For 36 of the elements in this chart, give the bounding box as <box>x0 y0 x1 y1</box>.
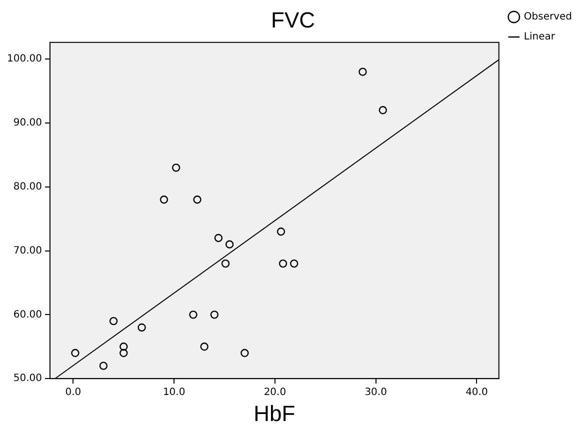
x-tick-label: 20.0 <box>264 387 286 398</box>
legend-label: Observed <box>524 12 572 23</box>
point <box>358 68 367 76</box>
point <box>99 362 108 370</box>
point <box>276 227 286 236</box>
x-axis-title: HbF <box>254 400 296 426</box>
point <box>278 259 288 268</box>
point <box>160 196 168 204</box>
x-tick-label: 30.0 <box>364 387 387 398</box>
point <box>210 310 219 319</box>
point <box>120 348 128 358</box>
point <box>200 342 208 351</box>
point <box>225 240 234 248</box>
point <box>214 234 223 242</box>
point <box>378 106 387 114</box>
point <box>193 196 202 204</box>
point <box>290 259 298 268</box>
point <box>172 164 180 172</box>
point <box>221 259 230 268</box>
point <box>120 342 128 351</box>
chart-title: FVC <box>271 7 316 32</box>
point <box>240 348 249 358</box>
y-tick-label: 50.00 <box>13 373 42 384</box>
x-tick-label: 10.0 <box>162 387 186 398</box>
point <box>138 323 146 332</box>
point <box>109 316 118 326</box>
y-tick-label: 60.00 <box>13 309 42 320</box>
x-tick-label: 0.0 <box>65 387 82 398</box>
y-tick-label: 80.00 <box>13 181 42 192</box>
y-tick-label: 90.00 <box>13 118 42 129</box>
point <box>189 310 198 319</box>
y-tick-label: 70.00 <box>13 245 42 256</box>
point <box>71 348 80 358</box>
legend-label: Linear <box>524 32 556 43</box>
y-tick-label: 100.00 <box>6 54 42 65</box>
x-tick-label: 40.0 <box>466 387 488 398</box>
